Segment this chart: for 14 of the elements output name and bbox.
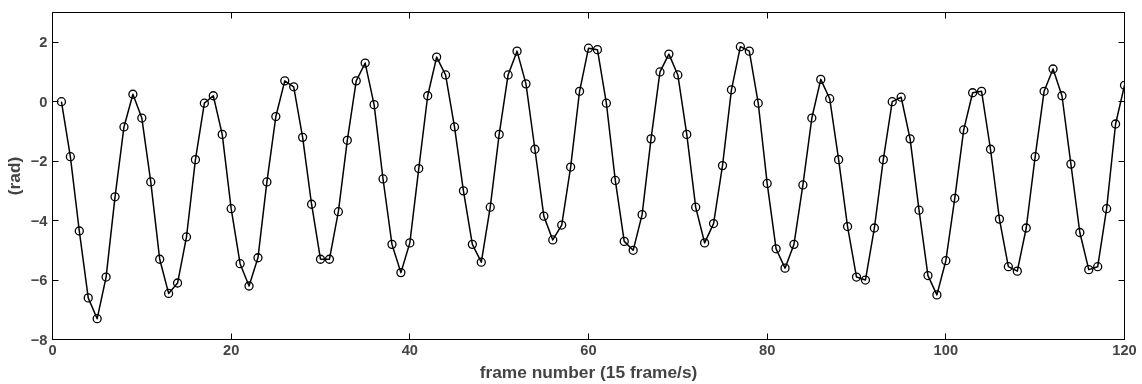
- y-tick-label: 0: [39, 93, 48, 110]
- y-tick-label: −2: [30, 153, 48, 170]
- x-tick-label: 60: [580, 341, 597, 358]
- x-tick-label: 80: [759, 341, 776, 358]
- x-tick-label: 100: [933, 341, 959, 358]
- x-tick-label: 20: [223, 341, 240, 358]
- y-axis-title: (rad): [3, 156, 24, 196]
- x-axis-title: frame number (15 frame/s): [479, 361, 698, 382]
- y-tick-label: −4: [30, 212, 49, 229]
- y-tick-label: 2: [39, 34, 48, 51]
- y-tick-label: −8: [30, 331, 48, 348]
- y-tick-label: −6: [30, 272, 48, 289]
- x-tick-label: 40: [401, 341, 418, 358]
- x-tick-label: 120: [1112, 341, 1137, 358]
